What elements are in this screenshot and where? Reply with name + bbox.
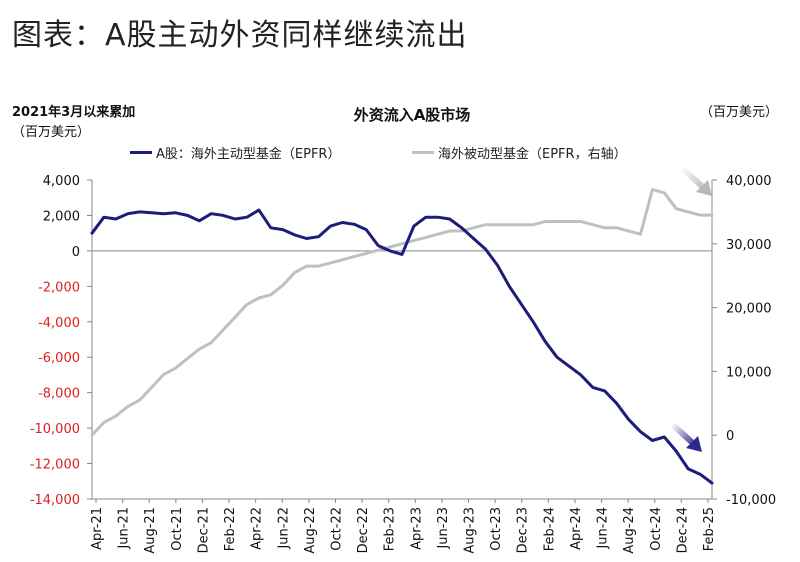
x-tick-label: Oct-24	[649, 507, 664, 551]
legend-item-active: A股：海外主动型基金（EPFR）	[130, 143, 340, 162]
left-tick-label: -2,000	[38, 280, 80, 295]
trend-arrow-active-head	[686, 436, 702, 452]
x-tick-label: Dec-22	[356, 507, 371, 553]
right-tick-label: 10,000	[726, 365, 772, 380]
series-line-passive	[90, 188, 714, 437]
x-tick-label: Apr-24	[569, 507, 584, 550]
legend-label-passive: 海外被动型基金（EPFR，右轴）	[438, 147, 627, 162]
x-tick-label: Jun-24	[596, 507, 611, 550]
x-tick-label: Apr-22	[250, 507, 265, 550]
left-tick-label: -8,000	[38, 387, 80, 402]
chart-title: 外资流入A股市场	[353, 106, 471, 124]
x-tick-label: Jun-22	[276, 507, 291, 550]
x-tick-label: Apr-21	[90, 507, 105, 550]
trend-arrow-passive-head	[696, 180, 712, 196]
x-tick-label: Feb-25	[702, 507, 717, 551]
x-tick-label: Dec-23	[516, 507, 531, 553]
x-tick-label: Oct-23	[489, 507, 504, 551]
x-tick-label: Jun-23	[436, 507, 451, 550]
left-tick-label: 0	[72, 245, 80, 260]
left-tick-label: 4,000	[43, 174, 80, 189]
x-tick-label: Aug-24	[622, 507, 637, 554]
x-tick-label: Feb-22	[223, 507, 238, 551]
left-tick-label: -4,000	[38, 316, 80, 331]
right-tick-label: 40,000	[726, 174, 772, 189]
x-tick-label: Feb-23	[383, 507, 398, 551]
left-tick-label: -6,000	[38, 351, 80, 366]
left-tick-label: 2,000	[43, 209, 80, 224]
legend-item-passive: 海外被动型基金（EPFR，右轴）	[412, 143, 627, 162]
x-tick-label: Dec-21	[196, 507, 211, 553]
series-line-active	[90, 208, 714, 485]
right-tick-label: 20,000	[726, 302, 772, 317]
x-tick-label: Apr-23	[409, 507, 424, 550]
headline: 图表：A股主动外资同样继续流出	[12, 18, 468, 53]
right-tick-label: -10,000	[726, 493, 776, 508]
right-axis-note: （百万美元）	[700, 105, 779, 120]
x-tick-label: Dec-24	[675, 507, 690, 553]
x-tick-label: Oct-21	[170, 507, 185, 551]
x-tick-label: Aug-21	[143, 507, 158, 554]
x-tick-label: Jun-21	[117, 507, 132, 550]
legend-label-active: A股：海外主动型基金（EPFR）	[156, 147, 341, 162]
right-tick-label: 0	[726, 429, 734, 444]
legend-swatch-passive	[412, 151, 434, 154]
x-tick-label: Feb-24	[542, 507, 557, 551]
left-axis-note-line2: （百万美元）	[12, 125, 91, 140]
left-axis-note-line1: 2021年3月以来累加	[12, 105, 136, 120]
left-tick-label: -14,000	[30, 493, 80, 508]
x-tick-label: Oct-22	[329, 507, 344, 551]
left-tick-label: -10,000	[30, 422, 80, 437]
legend-swatch-active	[130, 151, 152, 154]
x-tick-label: Aug-22	[303, 507, 318, 554]
left-tick-label: -12,000	[30, 458, 80, 473]
right-tick-label: 30,000	[726, 238, 772, 253]
x-tick-label: Aug-23	[463, 507, 478, 554]
